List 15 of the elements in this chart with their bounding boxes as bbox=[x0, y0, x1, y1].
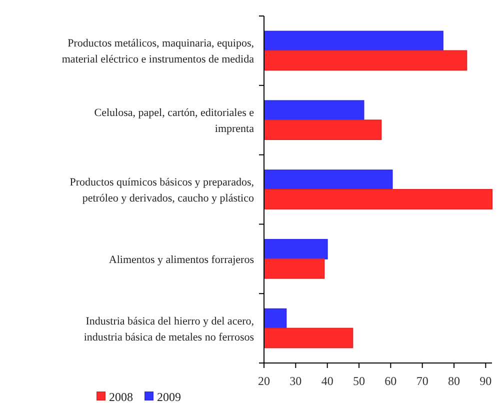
x-tick-label: 80 bbox=[448, 374, 460, 388]
y-tick-label: Industria básica del hierro y del acero, industria básica de metales no ferrosos bbox=[84, 315, 254, 344]
x-tick-label: 60 bbox=[384, 374, 397, 388]
legend-label: 2008 bbox=[109, 390, 133, 403]
y-tick-label: Alimentos y alimentos forrajeros bbox=[108, 254, 254, 266]
x-tick-label: 40 bbox=[321, 374, 334, 388]
y-tick-label: Productos químicos básicos y preparados, petróleo y derivados, caucho y plástico bbox=[70, 176, 254, 204]
x-tick-label: 20 bbox=[258, 374, 270, 388]
legend-label: 2009 bbox=[157, 390, 181, 403]
y-tick-label: Celulosa, papel, cartón, editoriales e imprenta bbox=[94, 107, 254, 136]
x-tick-label: 50 bbox=[353, 374, 365, 388]
x-tick-label: 70 bbox=[416, 374, 428, 388]
y-tick-label: Productos metálicos, maquinaria, equipos, material eléctrico e instrumentos de medida bbox=[62, 38, 254, 66]
x-tick-label: 30 bbox=[290, 374, 302, 388]
x-tick-label: 90 bbox=[480, 374, 492, 388]
